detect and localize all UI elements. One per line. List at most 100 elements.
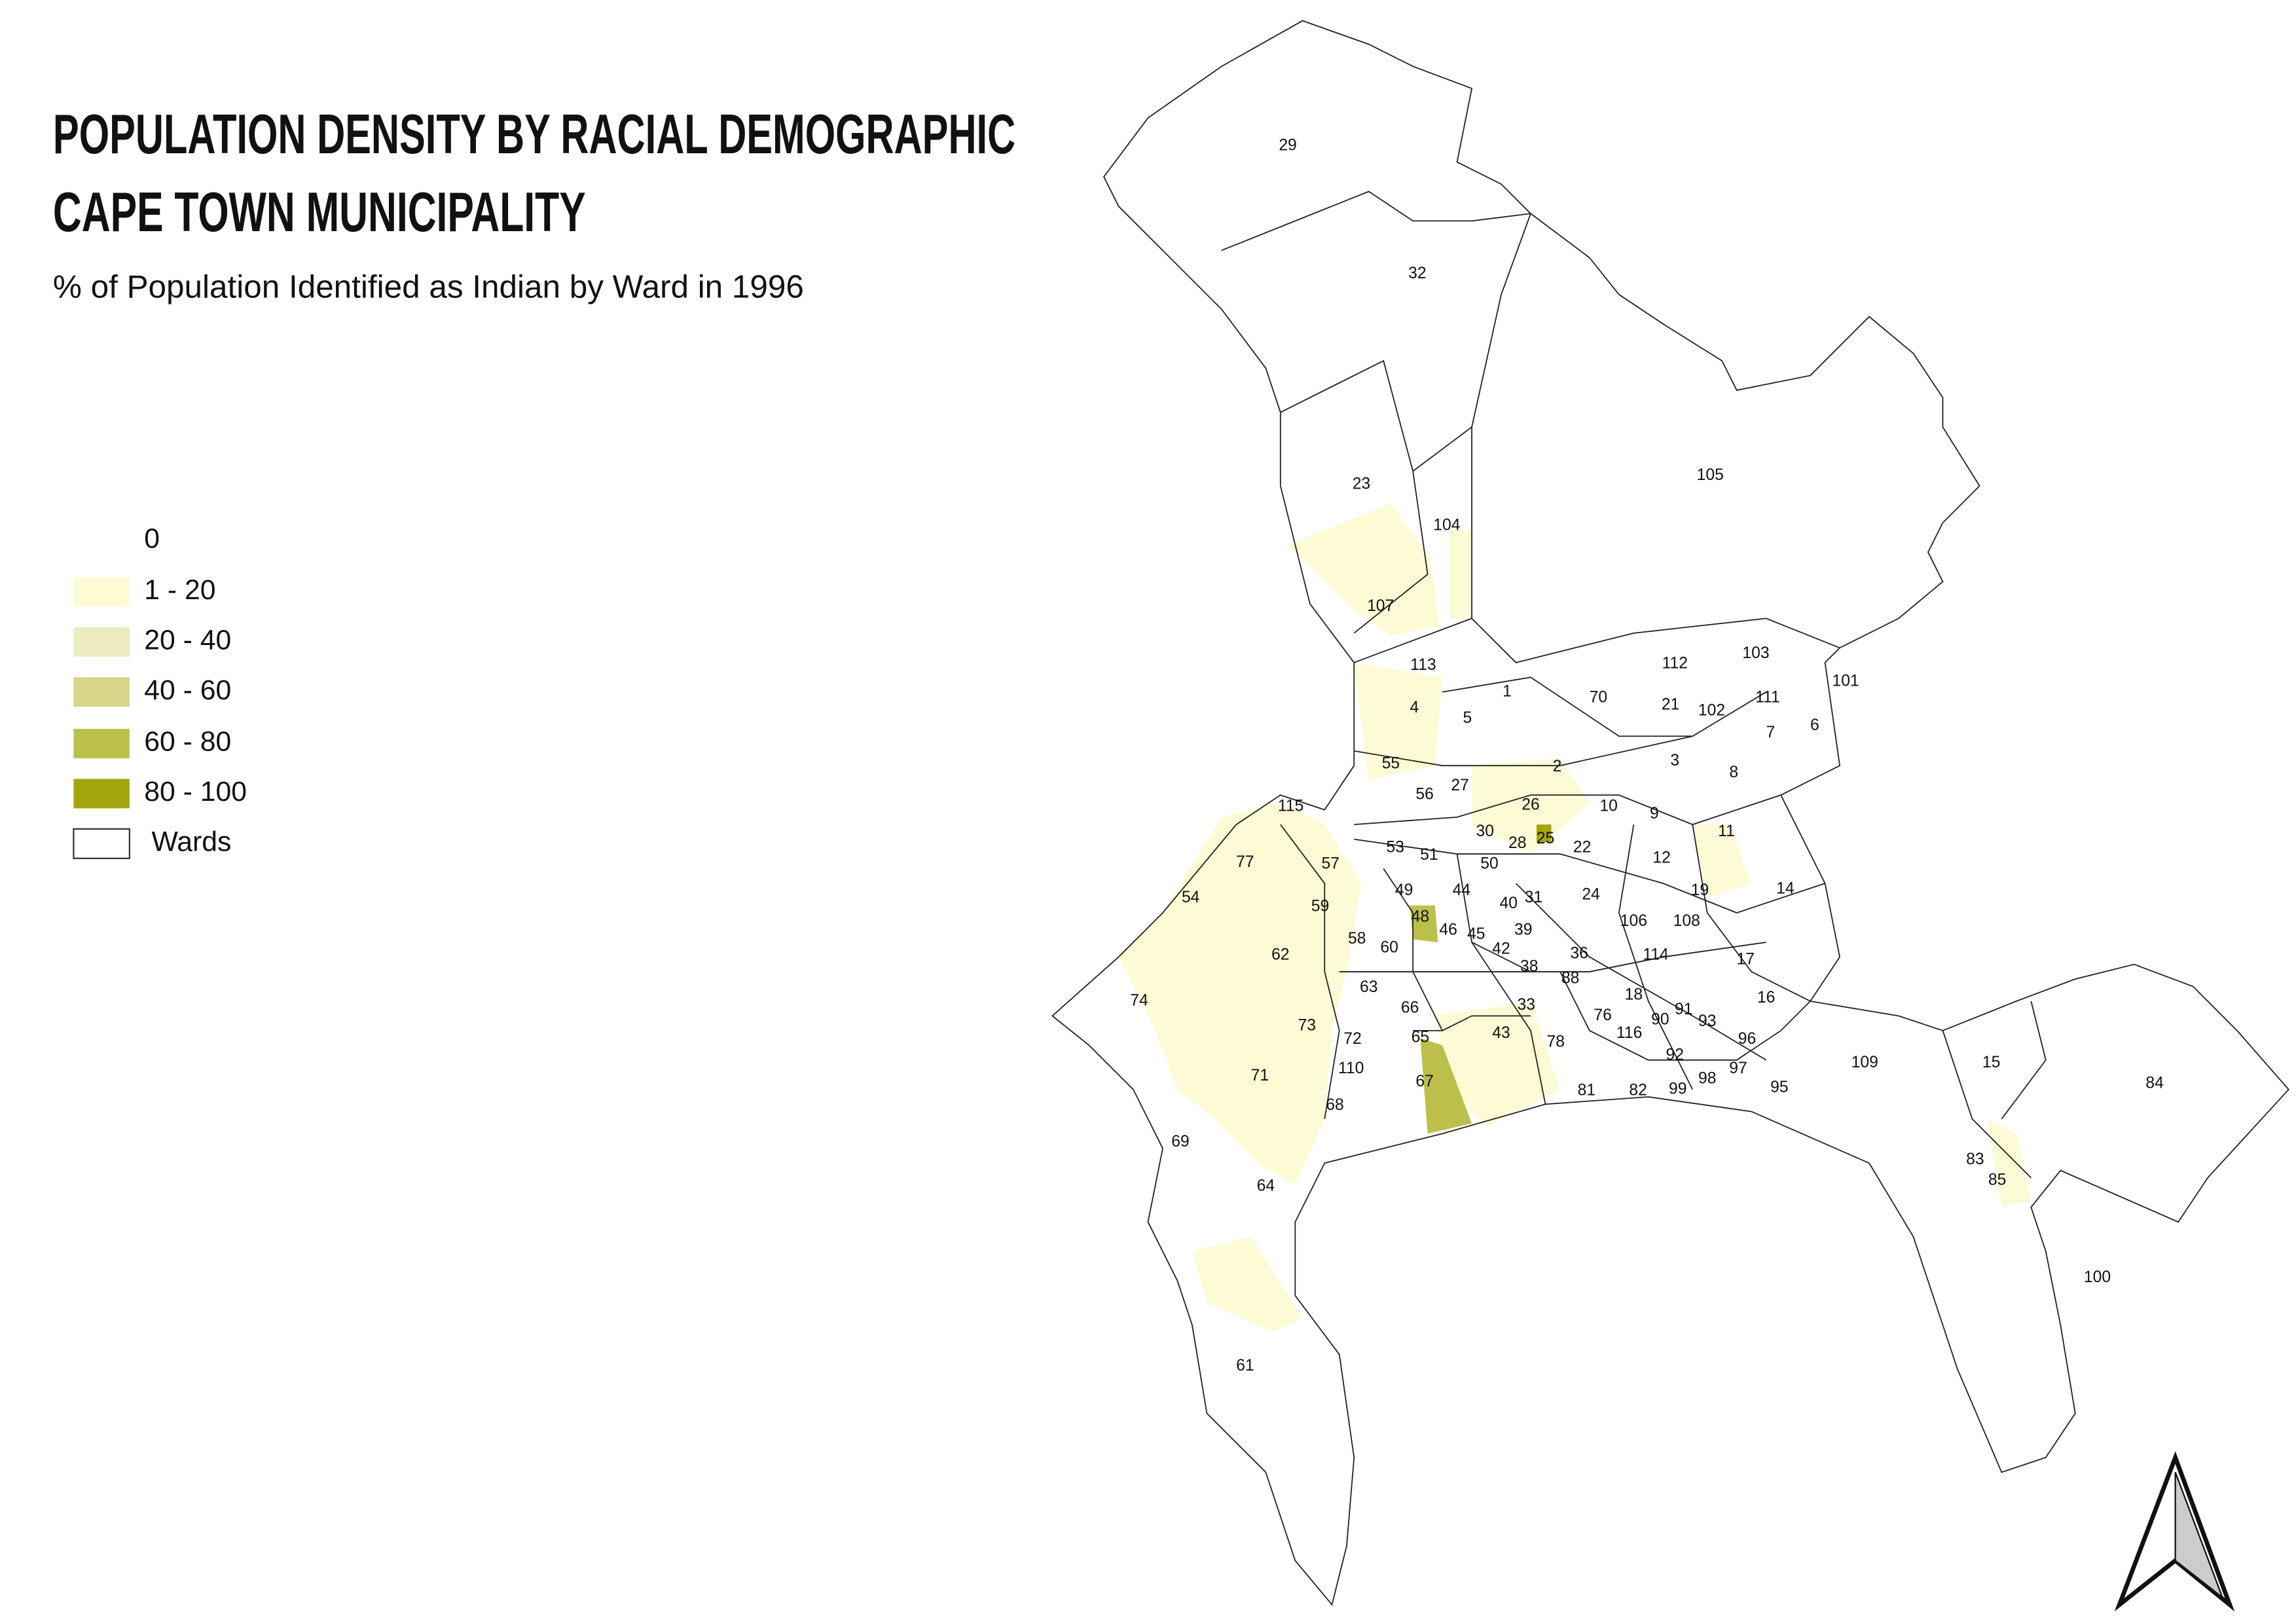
ward-label: 84 (2145, 1074, 2164, 1092)
ward-label: 97 (1729, 1060, 1747, 1077)
legend-label: 0 (144, 523, 160, 555)
ward-label: 9 (1650, 805, 1659, 822)
ward-label: 3 (1670, 752, 1679, 769)
shaded-area (1986, 1118, 2032, 1208)
legend-label: 80 - 100 (144, 776, 247, 807)
legend-swatch (73, 779, 130, 809)
ward-label: 30 (1476, 822, 1495, 840)
ward-label: 76 (1594, 1006, 1612, 1024)
ward-label: 40 (1500, 895, 1518, 912)
ward-label: 46 (1439, 921, 1457, 939)
ward-label: 85 (1988, 1172, 2007, 1189)
ward-label: 88 (1561, 970, 1580, 987)
legend-label: 20 - 40 (144, 625, 231, 656)
title: CAPE TOWN MUNICIPALITY (53, 181, 586, 244)
ward-label: 49 (1395, 881, 1413, 899)
title: POPULATION DENSITY BY RACIAL DEMOGRAPHIC (53, 103, 1015, 166)
ward-label: 92 (1666, 1046, 1685, 1064)
shaded-area (1192, 1236, 1303, 1333)
legend: 0 1 - 20 20 - 40 40 - 60 60 - 80 80 - 100 Ward… (73, 523, 247, 859)
ward-label: 5 (1463, 709, 1472, 727)
shaded-area (1288, 504, 1440, 637)
ward-label: 56 (1415, 786, 1434, 803)
ward-label: 21 (1662, 696, 1680, 714)
shaded-area (1449, 530, 1472, 619)
shaded-area (1536, 824, 1552, 843)
ward-label: 11 (1718, 822, 1735, 840)
ward-label: 106 (1620, 912, 1647, 930)
ward-label: 25 (1537, 830, 1555, 847)
municipality-outline (1051, 20, 2289, 1606)
ward-label: 101 (1832, 673, 1859, 690)
ward-label: 58 (1348, 930, 1366, 948)
ward-label: 95 (1770, 1079, 1789, 1096)
ward-label: 7 (1766, 724, 1776, 741)
ward-label: 31 (1525, 889, 1543, 906)
ward-label: 23 (1353, 475, 1371, 492)
ward-label: 27 (1451, 777, 1469, 794)
ward-label: 65 (1412, 1029, 1430, 1046)
ward-label: 112 (1662, 655, 1688, 673)
ward-label: 45 (1467, 925, 1485, 943)
ward-label: 81 (1578, 1082, 1596, 1099)
ward-label: 71 (1251, 1067, 1269, 1084)
ward-label: 72 (1343, 1030, 1362, 1048)
ward-label: 15 (1982, 1054, 2001, 1071)
ward-label: 91 (1675, 1001, 1693, 1018)
ward-label: 10 (1599, 798, 1618, 815)
ward-label: 107 (1367, 597, 1394, 615)
ward-label: 6 (1810, 716, 1819, 734)
ward-label: 99 (1669, 1080, 1687, 1098)
legend-swatch (73, 627, 130, 657)
ward-label: 111 (1755, 688, 1780, 706)
ward-label: 74 (1130, 991, 1148, 1009)
ward-label: 33 (1518, 996, 1536, 1014)
legend-swatch (73, 828, 130, 859)
ward-label: 98 (1698, 1070, 1717, 1088)
ward-label: 43 (1492, 1024, 1510, 1042)
legend-label: 1 - 20 (144, 574, 215, 606)
ward-label: 16 (1757, 989, 1776, 1006)
ward-label: 29 (1279, 136, 1297, 154)
ward-label: 77 (1236, 853, 1254, 871)
legend-label: Wards (152, 826, 232, 858)
shaded-area (1472, 758, 1590, 855)
ward-label: 116 (1616, 1024, 1642, 1042)
ward-label: 66 (1401, 999, 1419, 1017)
legend-swatch (73, 677, 130, 707)
ward-label: 39 (1514, 921, 1533, 939)
ward-label: 38 (1520, 958, 1539, 976)
ward-label: 114 (1643, 946, 1669, 964)
shaded-area (1410, 905, 1438, 942)
north-arrow (2114, 1451, 2235, 1612)
ward-label: 51 (1420, 846, 1438, 864)
ward-label: 113 (1410, 656, 1436, 674)
legend-swatch (73, 728, 130, 758)
ward-label: 63 (1360, 978, 1378, 996)
ward-label: 73 (1298, 1017, 1316, 1035)
ward-label: 50 (1480, 855, 1499, 872)
ward-label: 26 (1522, 796, 1540, 813)
ward-label: 1 (1503, 682, 1512, 700)
ward-label: 78 (1546, 1033, 1565, 1050)
shaded-area (1692, 824, 1752, 898)
ward-label: 100 (2084, 1268, 2111, 1286)
ward-label: 14 (1776, 880, 1795, 898)
ward-label: 55 (1382, 754, 1400, 772)
ward-label: 61 (1236, 1357, 1254, 1375)
ward-label: 108 (1673, 912, 1700, 930)
ward-label: 103 (1742, 644, 1769, 662)
shaded-area (1118, 802, 1362, 1185)
shaded-area (1354, 662, 1443, 781)
ward-label: 64 (1257, 1177, 1275, 1195)
shaded-area (1434, 1001, 1560, 1126)
legend-swatch (73, 577, 130, 607)
ward-label: 54 (1182, 889, 1200, 906)
ward-label: 70 (1590, 688, 1608, 706)
ward-label: 24 (1582, 886, 1600, 904)
ward-label: 105 (1697, 466, 1724, 484)
ward-label: 57 (1322, 855, 1339, 872)
ward-label: 62 (1271, 946, 1290, 964)
ward-boundaries (1221, 191, 2047, 1179)
